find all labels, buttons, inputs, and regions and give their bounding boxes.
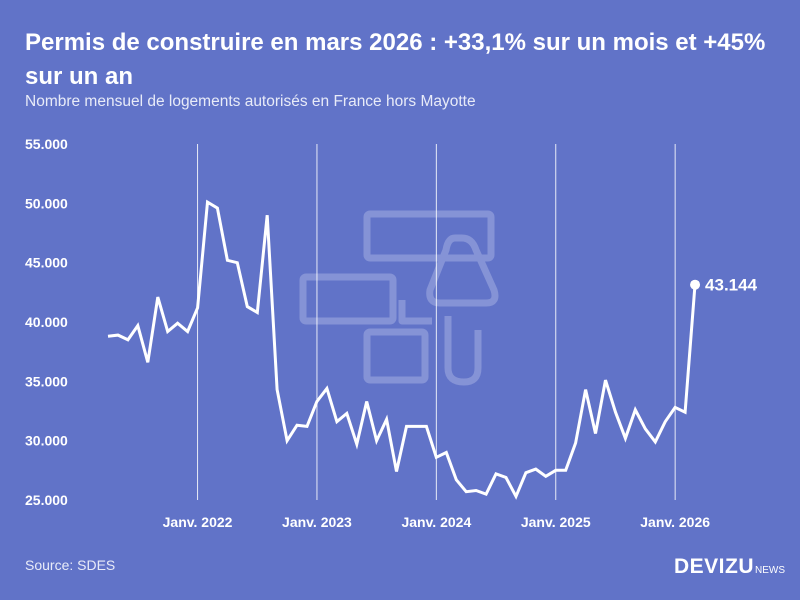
x-tick-label: Janv. 2023 [282,514,352,530]
last-value-label: 43.144 [705,276,758,295]
chart-title: Permis de construire en mars 2026 : +33,… [25,29,766,90]
logo-suffix: NEWS [755,565,786,576]
y-tick-label: 55.000 [25,136,68,152]
y-tick-label: 30.000 [25,433,68,449]
y-tick-label: 50.000 [25,195,68,211]
source-note: Source: SDES [25,557,116,573]
x-tick-label: Janv. 2024 [401,514,471,530]
y-tick-label: 35.000 [25,373,68,389]
chart-subtitle: Nombre mensuel de logements autorisés en… [25,93,476,110]
y-tick-label: 40.000 [25,314,68,330]
y-tick-label: 45.000 [25,255,68,271]
y-tick-label: 25.000 [25,492,68,508]
x-tick-label: Janv. 2025 [521,514,591,530]
logo-brand: DEVIZU [674,555,755,578]
x-tick-label: Janv. 2022 [163,514,233,530]
x-tick-label: Janv. 2026 [640,514,710,530]
series-line [107,199,697,500]
last-point-marker [690,279,701,290]
watermark-bricks-icon [299,210,499,386]
devizu-logo: DEVIZUNEWS [674,555,785,579]
